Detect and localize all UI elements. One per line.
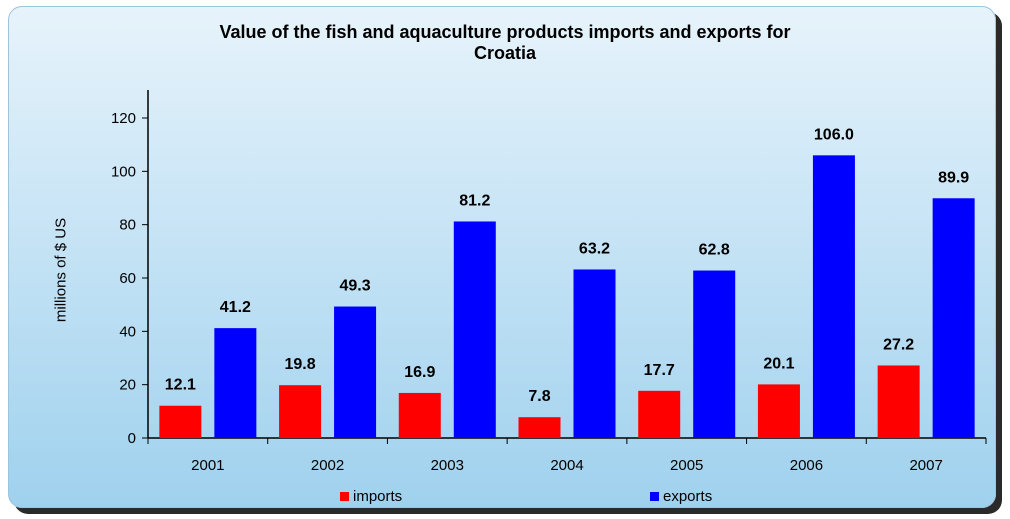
- bar-exports: [334, 306, 377, 438]
- bar-imports: [279, 385, 322, 438]
- chart-title: Value of the fish and aquaculture produc…: [0, 22, 1010, 64]
- bar-imports: [877, 365, 920, 438]
- bar-imports: [638, 390, 681, 438]
- bar-exports: [812, 155, 855, 439]
- y-tick-label: 40: [119, 323, 136, 340]
- data-label-imports: 27.2: [883, 336, 914, 353]
- data-label-imports: 16.9: [404, 364, 435, 381]
- x-tick-label: 2006: [790, 457, 823, 474]
- data-label-exports: 89.9: [938, 169, 969, 186]
- data-label-imports: 7.8: [528, 388, 550, 405]
- legend-item-imports: imports: [340, 488, 402, 505]
- data-label-exports: 81.2: [459, 192, 490, 209]
- x-tick-label: 2001: [191, 457, 224, 474]
- data-label-imports: 12.1: [165, 377, 196, 394]
- bar-exports: [573, 269, 616, 438]
- bar-imports: [518, 417, 561, 438]
- bar-exports: [453, 221, 496, 438]
- data-label-exports: 49.3: [340, 278, 371, 295]
- bar-imports: [398, 392, 441, 438]
- y-tick-label: 100: [111, 163, 136, 180]
- legend-item-exports: exports: [650, 488, 712, 505]
- legend-label-imports: imports: [353, 488, 403, 505]
- y-tick-label: 20: [119, 377, 136, 394]
- x-tick-label: 2003: [431, 457, 464, 474]
- chart-title-line1: Value of the fish and aquaculture produc…: [219, 22, 791, 42]
- data-label-exports: 106.0: [814, 126, 854, 143]
- bar-exports: [932, 198, 975, 438]
- y-tick-label: 120: [111, 110, 136, 127]
- y-tick-label: 0: [128, 430, 136, 447]
- data-label-imports: 20.1: [763, 355, 794, 372]
- data-label-exports: 63.2: [579, 240, 610, 257]
- x-tick-label: 2004: [550, 457, 583, 474]
- x-tick-label: 2002: [311, 457, 344, 474]
- legend-swatch-imports: [340, 492, 349, 501]
- bar-imports: [159, 405, 202, 438]
- y-tick-label: 60: [119, 270, 136, 287]
- chart-title-line2: Croatia: [473, 43, 536, 63]
- bar-exports: [693, 270, 736, 438]
- y-tick-label: 80: [119, 217, 136, 234]
- bar-imports: [757, 384, 800, 438]
- data-label-exports: 41.2: [220, 299, 251, 316]
- data-label-imports: 19.8: [285, 356, 316, 373]
- x-tick-label: 2005: [670, 457, 703, 474]
- data-label-exports: 62.8: [699, 242, 730, 259]
- bar-exports: [214, 328, 257, 438]
- legend-label-exports: exports: [663, 488, 713, 505]
- data-label-imports: 17.7: [644, 362, 675, 379]
- x-tick-label: 2007: [909, 457, 942, 474]
- legend-swatch-exports: [650, 492, 659, 501]
